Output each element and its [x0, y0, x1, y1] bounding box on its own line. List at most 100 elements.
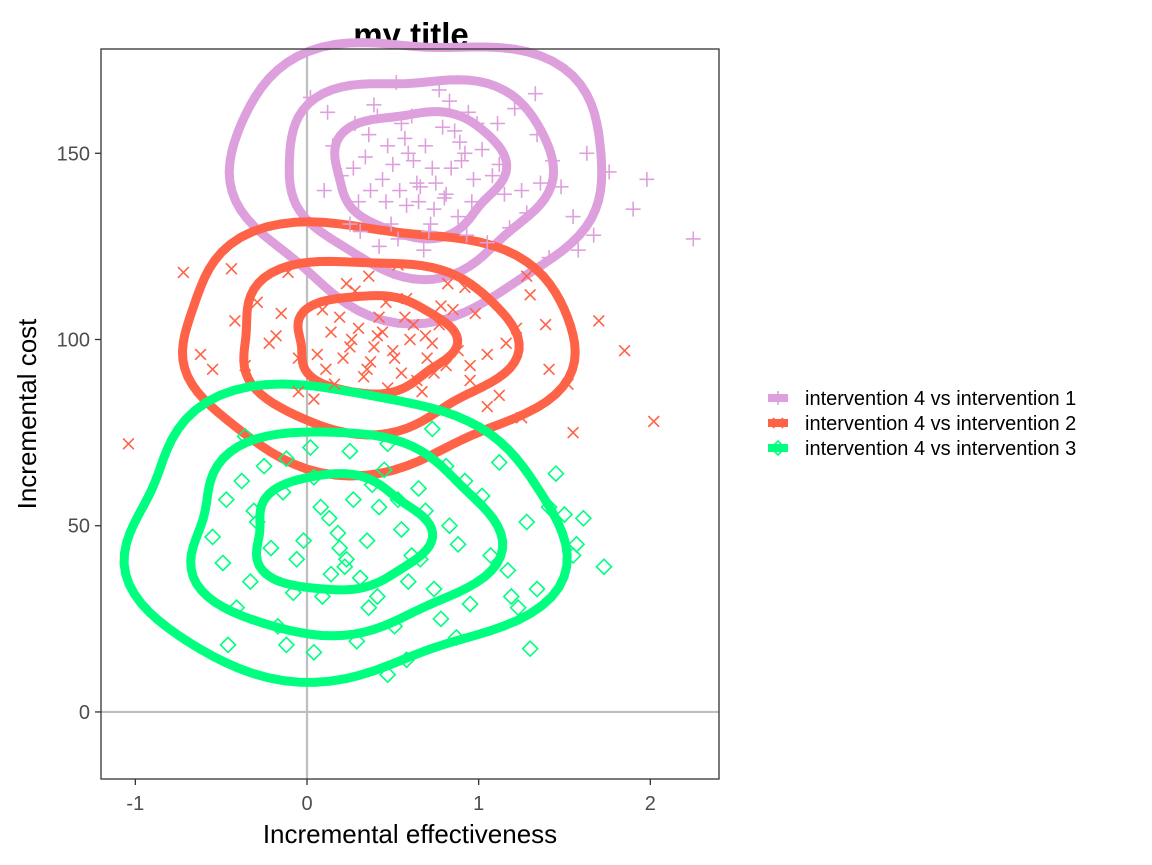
scatter-point [381, 381, 394, 394]
scatter-point [333, 311, 346, 324]
scatter-point [438, 186, 454, 202]
scatter-point [386, 344, 399, 357]
scatter-point [424, 160, 440, 176]
scatter-point [233, 472, 251, 490]
scatter-point [248, 513, 266, 531]
scatter-point [376, 326, 389, 339]
scatter-point [416, 502, 435, 520]
scatter-point [458, 281, 471, 294]
scatter-point [524, 288, 537, 301]
scatter-point [464, 194, 480, 210]
scatter-point [367, 340, 380, 353]
contour-ring [330, 107, 512, 244]
scatter-point [341, 442, 359, 460]
scatter-point [361, 127, 377, 143]
scatter-point [388, 352, 401, 365]
plot-border [100, 48, 720, 780]
scatter-point [319, 363, 332, 376]
scatter-point [342, 216, 358, 232]
scatter-point [277, 450, 296, 468]
scatter-point [262, 539, 280, 557]
scatter-point [567, 426, 580, 439]
scatter-point [454, 153, 469, 169]
scatter-point [206, 363, 219, 376]
scatter-point [389, 491, 407, 509]
scatter-point [409, 175, 425, 191]
scatter-point [570, 242, 586, 258]
scatter-point [419, 329, 432, 342]
scatter-point [434, 300, 447, 312]
scatter-point [375, 171, 391, 187]
scatter-point [301, 438, 320, 457]
scatter-point [618, 344, 631, 357]
scatter-point [625, 201, 641, 217]
scatter-point [592, 314, 605, 327]
scatter-point [496, 186, 512, 202]
scatter-point [540, 498, 558, 516]
scatter-point [423, 216, 439, 232]
scatter-point [484, 168, 500, 184]
legend-label: intervention 4 vs intervention 2 [805, 413, 1076, 435]
scatter-point [337, 352, 350, 365]
scatter-point [294, 532, 313, 550]
scatter-point [528, 580, 546, 598]
scatter-point [564, 546, 582, 565]
scatter-point [435, 119, 451, 135]
scatter-point [410, 374, 423, 387]
scatter-point [357, 370, 370, 383]
scatter-point [431, 82, 447, 98]
scatter-point [450, 209, 466, 225]
scatter-point [447, 123, 463, 139]
scatter-point [362, 270, 375, 283]
scatter-point [421, 352, 434, 365]
scatter-point [502, 587, 520, 606]
scatter-point [292, 352, 305, 365]
legend-label: intervention 4 vs intervention 1 [805, 388, 1076, 410]
scatter-point [373, 311, 386, 324]
scatter-point [305, 643, 323, 661]
scatter-point [426, 201, 442, 217]
scatter-point [241, 572, 259, 591]
scatter-point [345, 160, 361, 176]
scatter-point [490, 453, 508, 472]
x-axis-title: Incremental effectiveness [263, 819, 557, 849]
scatter-point [379, 666, 397, 684]
scatter-point [368, 587, 387, 606]
scatter-point [547, 464, 565, 483]
y-tick-label: 100 [57, 330, 90, 352]
scatter-point [378, 194, 394, 210]
scatter-point [539, 318, 552, 331]
scatter-point [398, 311, 411, 324]
scatter-point [464, 374, 477, 387]
scatter-point [269, 617, 287, 635]
scatter-point [352, 322, 365, 335]
scatter-point [416, 242, 432, 258]
scatter-point [443, 160, 459, 176]
scatter-point [277, 636, 296, 654]
scatter-point [421, 224, 437, 239]
scatter-point [371, 329, 384, 342]
scatter-point [316, 183, 332, 199]
scatter-point [532, 175, 548, 191]
scatter-point [357, 149, 373, 165]
scatter-point [333, 168, 349, 184]
scatter-point [400, 145, 416, 161]
scatter-point [363, 476, 381, 494]
scatter-point [236, 427, 254, 445]
scatter-point [217, 491, 235, 509]
scatter-point [330, 539, 349, 557]
scatter-point [263, 337, 276, 350]
scatter-point [411, 194, 427, 210]
scatter-point [255, 457, 273, 475]
legend-item: intervention 4 vs intervention 2 [768, 413, 1076, 435]
scatter-point [440, 517, 459, 535]
legend-label: intervention 4 vs intervention 3 [805, 438, 1076, 460]
scatter-point [343, 340, 356, 353]
scatter-point [441, 93, 457, 109]
scatter-point [320, 104, 336, 120]
scatter-point [329, 524, 347, 542]
scatter-point [436, 190, 452, 206]
scatter-point [586, 227, 602, 243]
plot-panel [100, 38, 720, 780]
scatter-point [239, 359, 252, 372]
